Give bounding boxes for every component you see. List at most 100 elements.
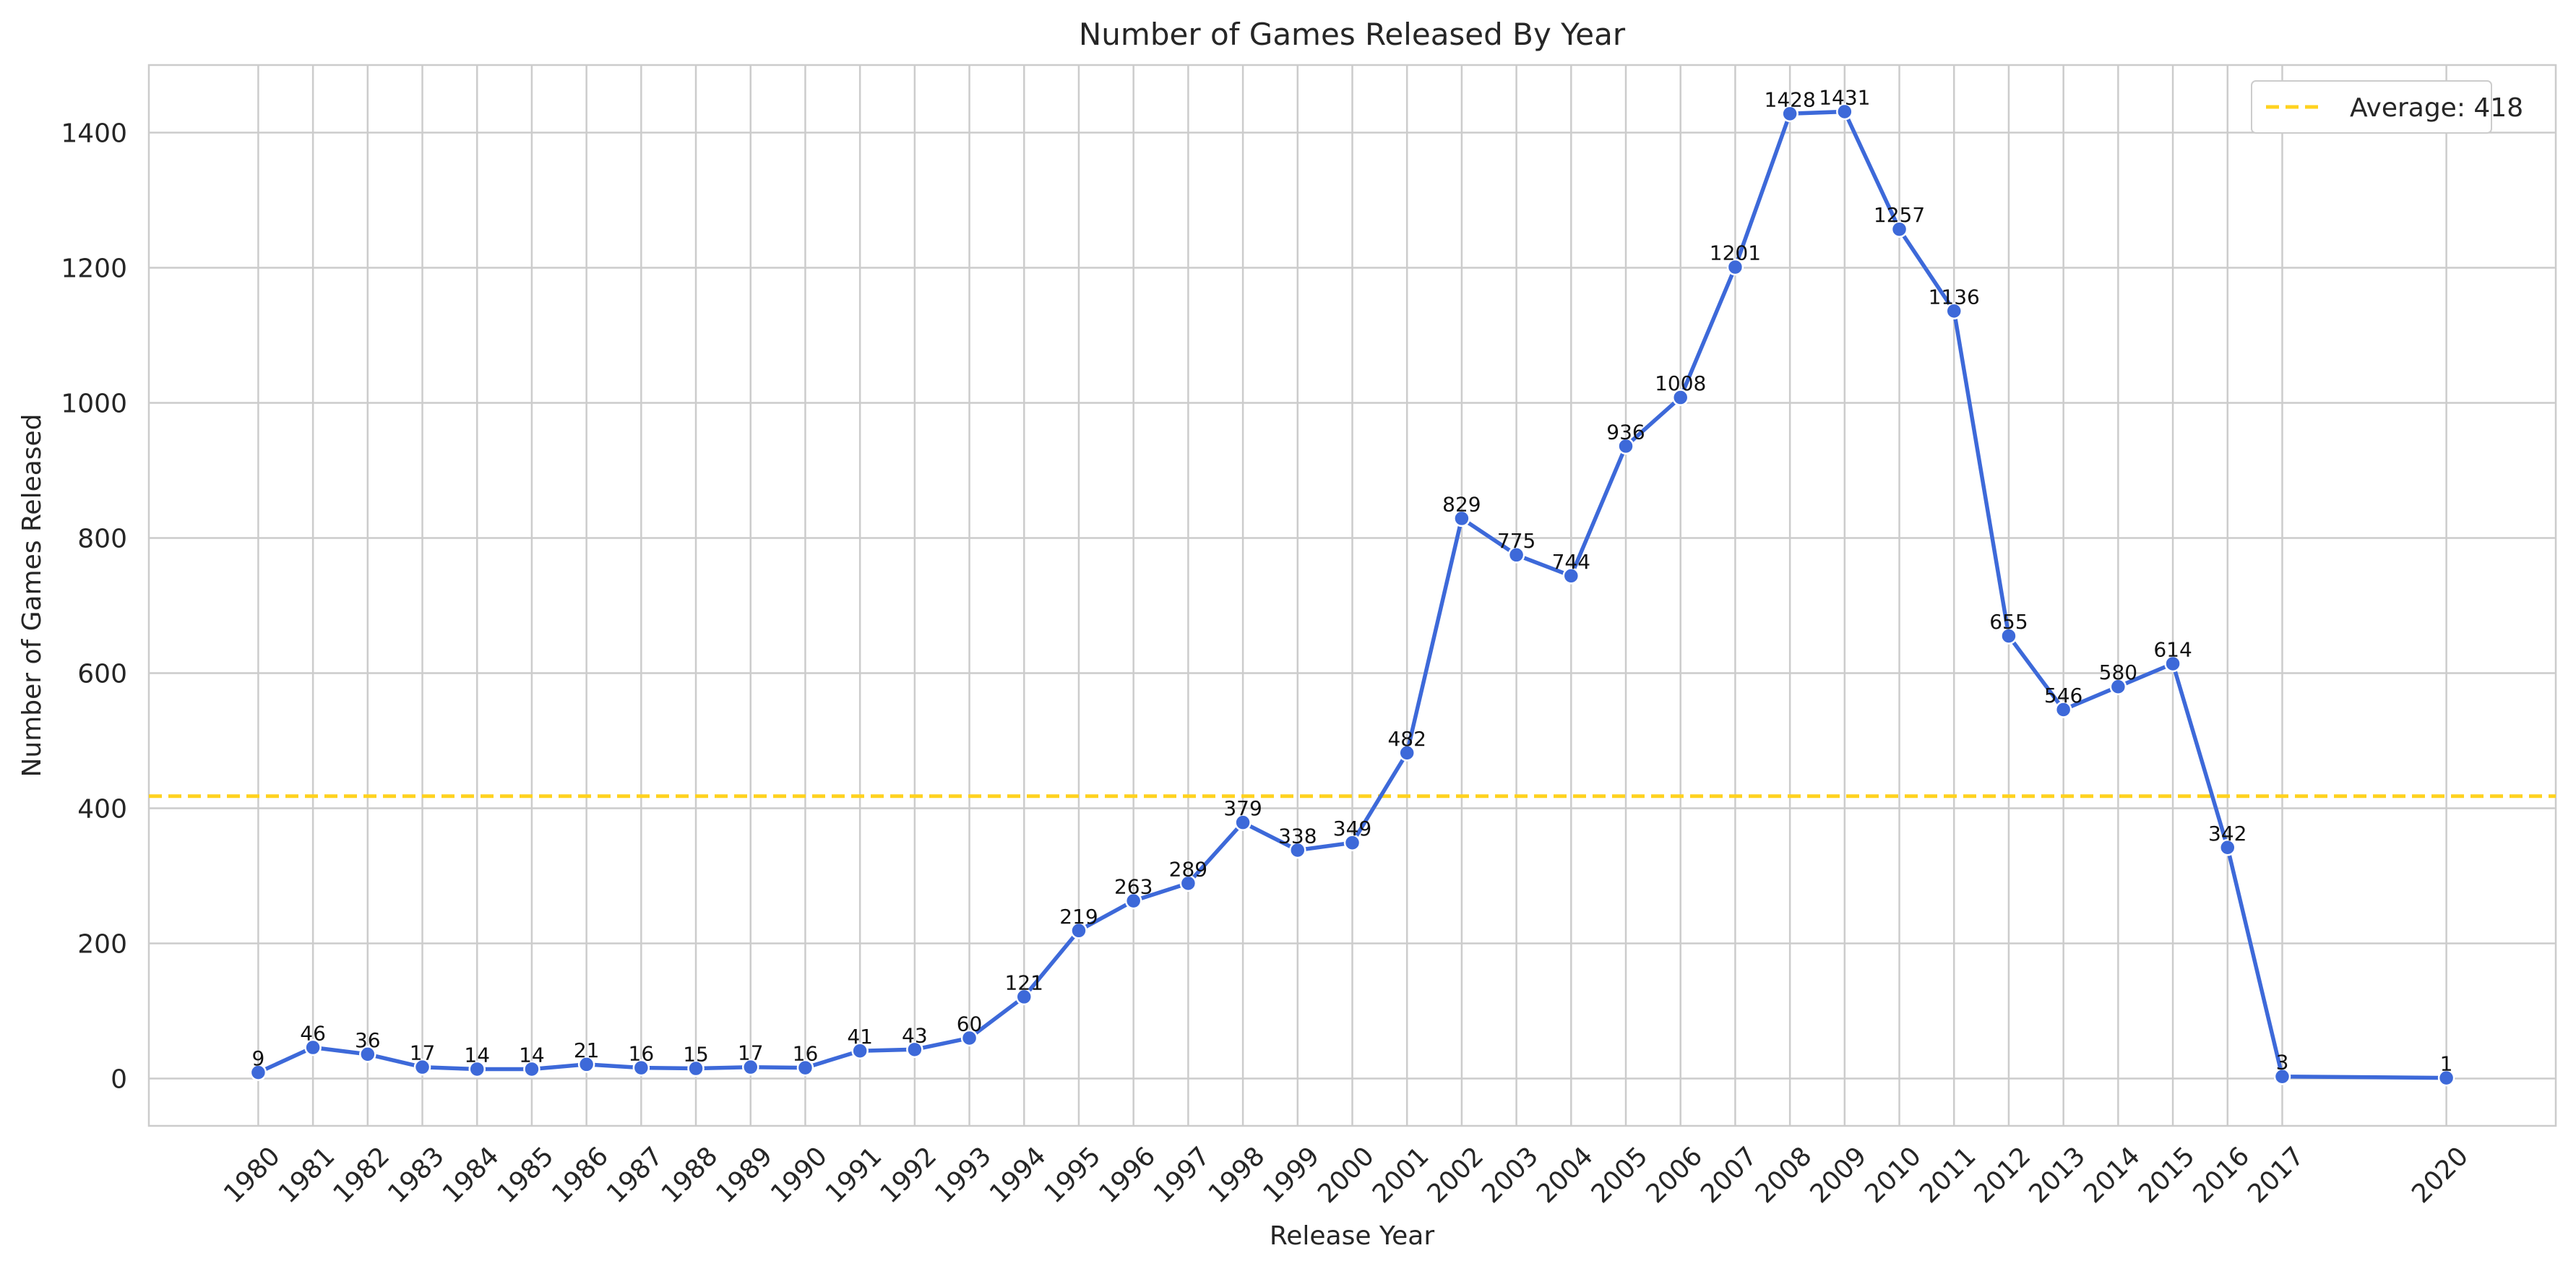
data-point-1998 xyxy=(1234,814,1252,831)
data-label-1992: 43 xyxy=(902,1023,928,1047)
data-label-2004: 744 xyxy=(1552,550,1590,574)
x-tick-label-2014: 2014 xyxy=(2078,1141,2146,1209)
x-tick-label-2020: 2020 xyxy=(2406,1141,2474,1209)
data-point-1988 xyxy=(687,1059,705,1077)
legend-label-average: Average: 418 xyxy=(2350,93,2523,123)
data-point-1999 xyxy=(1289,841,1306,859)
data-point-2012 xyxy=(2000,627,2017,645)
y-tick-labels: 0 200 400 600 800 1000 1200 1400 xyxy=(61,119,127,1095)
data-label-1985: 14 xyxy=(519,1043,545,1067)
x-tick-label-1991: 1991 xyxy=(820,1141,888,1209)
chart-title: Number of Games Released By Year xyxy=(1079,17,1626,52)
x-tick-label-2015: 2015 xyxy=(2133,1141,2201,1209)
x-tick-label-1996: 1996 xyxy=(1093,1141,1161,1209)
data-label-1998: 379 xyxy=(1223,796,1262,820)
data-point-1984 xyxy=(468,1060,486,1078)
data-label-1999: 338 xyxy=(1278,825,1317,848)
data-point-1993 xyxy=(960,1029,978,1047)
data-point-2014 xyxy=(2109,678,2127,695)
y-axis-label: Number of Games Released xyxy=(17,413,47,777)
data-point-1989 xyxy=(742,1058,759,1076)
x-tick-label-2003: 2003 xyxy=(1476,1141,1544,1209)
data-label-1987: 16 xyxy=(629,1042,655,1066)
data-point-1985 xyxy=(523,1060,540,1078)
y-tick-label-1400: 1400 xyxy=(61,119,127,149)
y-tick-label-400: 400 xyxy=(77,795,127,825)
series-group xyxy=(249,103,2455,1087)
data-label-2001: 482 xyxy=(1387,727,1426,751)
y-tick-label-0: 0 xyxy=(111,1065,127,1095)
data-label-1988: 15 xyxy=(683,1043,709,1067)
data-point-2010 xyxy=(1890,220,1908,238)
x-tick-label-1980: 1980 xyxy=(218,1141,286,1209)
y-tick-label-600: 600 xyxy=(77,660,127,689)
x-axis-label: Release Year xyxy=(1270,1221,1435,1251)
x-tick-label-2000: 2000 xyxy=(1312,1141,1380,1209)
x-tick-label-1984: 1984 xyxy=(437,1141,505,1209)
data-point-1997 xyxy=(1179,874,1197,892)
data-point-2000 xyxy=(1343,834,1361,851)
data-point-2007 xyxy=(1726,258,1744,276)
data-point-2003 xyxy=(1507,546,1525,564)
x-tick-label-2016: 2016 xyxy=(2187,1141,2255,1209)
x-tick-label-2006: 2006 xyxy=(1640,1141,1708,1209)
y-tick-label-1000: 1000 xyxy=(61,389,127,419)
data-point-2015 xyxy=(2164,655,2181,673)
data-label-1991: 41 xyxy=(847,1025,873,1049)
data-labels: 9 46 36 17 14 14 21 16 15 17 16 41 43 60 121 219 263 289 3… xyxy=(251,86,2452,1076)
x-tick-label-1994: 1994 xyxy=(984,1141,1052,1209)
legend: Average: 418 xyxy=(2251,80,2523,134)
data-point-1980 xyxy=(249,1064,267,1081)
data-label-1981: 46 xyxy=(300,1022,326,1046)
x-tick-label-2012: 2012 xyxy=(1969,1141,2037,1209)
x-tick-label-1998: 1998 xyxy=(1203,1141,1271,1209)
data-point-2004 xyxy=(1562,567,1580,585)
data-point-1981 xyxy=(304,1038,322,1056)
x-tick-label-1983: 1983 xyxy=(382,1141,450,1209)
data-point-2020 xyxy=(2437,1069,2455,1087)
data-point-2001 xyxy=(1398,744,1416,762)
data-point-2011 xyxy=(1945,302,1963,320)
data-label-2003: 775 xyxy=(1497,529,1535,553)
data-label-1989: 17 xyxy=(738,1041,764,1065)
x-tick-label-1995: 1995 xyxy=(1039,1141,1107,1209)
x-tick-label-2013: 2013 xyxy=(2023,1141,2091,1209)
x-tick-label-1990: 1990 xyxy=(765,1141,833,1209)
x-tick-label-2005: 2005 xyxy=(1586,1141,1654,1209)
data-label-1982: 36 xyxy=(355,1028,381,1052)
x-tick-label-1992: 1992 xyxy=(875,1141,943,1209)
data-label-2006: 1008 xyxy=(1655,371,1706,395)
x-tick-label-1981: 1981 xyxy=(273,1141,341,1209)
data-point-1996 xyxy=(1124,892,1142,910)
data-point-2017 xyxy=(2273,1067,2291,1085)
x-tick-label-1999: 1999 xyxy=(1257,1141,1325,1209)
x-tick-label-1997: 1997 xyxy=(1148,1141,1216,1209)
x-tick-label-2017: 2017 xyxy=(2242,1141,2310,1209)
data-label-1980: 9 xyxy=(251,1046,264,1070)
data-label-2008: 1428 xyxy=(1765,87,1816,111)
data-point-2006 xyxy=(1671,389,1689,406)
x-tick-label-2009: 2009 xyxy=(1805,1141,1873,1209)
data-label-1997: 289 xyxy=(1169,857,1207,881)
data-point-2005 xyxy=(1617,437,1634,455)
data-point-2016 xyxy=(2219,839,2236,856)
data-label-2017: 3 xyxy=(2276,1051,2289,1075)
data-point-2002 xyxy=(1453,509,1470,528)
data-label-2014: 580 xyxy=(2099,660,2137,684)
data-point-2008 xyxy=(1781,105,1799,123)
x-tick-label-1989: 1989 xyxy=(710,1141,778,1209)
data-label-2000: 349 xyxy=(1333,817,1371,840)
x-tick-label-2004: 2004 xyxy=(1531,1141,1599,1209)
y-tick-label-200: 200 xyxy=(77,930,127,960)
data-label-2013: 546 xyxy=(2044,684,2082,707)
data-label-2011: 1136 xyxy=(1929,285,1980,309)
x-tick-label-1993: 1993 xyxy=(929,1141,997,1209)
data-label-1993: 60 xyxy=(957,1012,983,1036)
data-label-2007: 1201 xyxy=(1710,241,1761,265)
x-tick-label-2011: 2011 xyxy=(1914,1141,1982,1209)
x-tick-label-1987: 1987 xyxy=(601,1141,669,1209)
data-label-1996: 263 xyxy=(1114,875,1153,899)
data-label-2010: 1257 xyxy=(1874,203,1925,227)
